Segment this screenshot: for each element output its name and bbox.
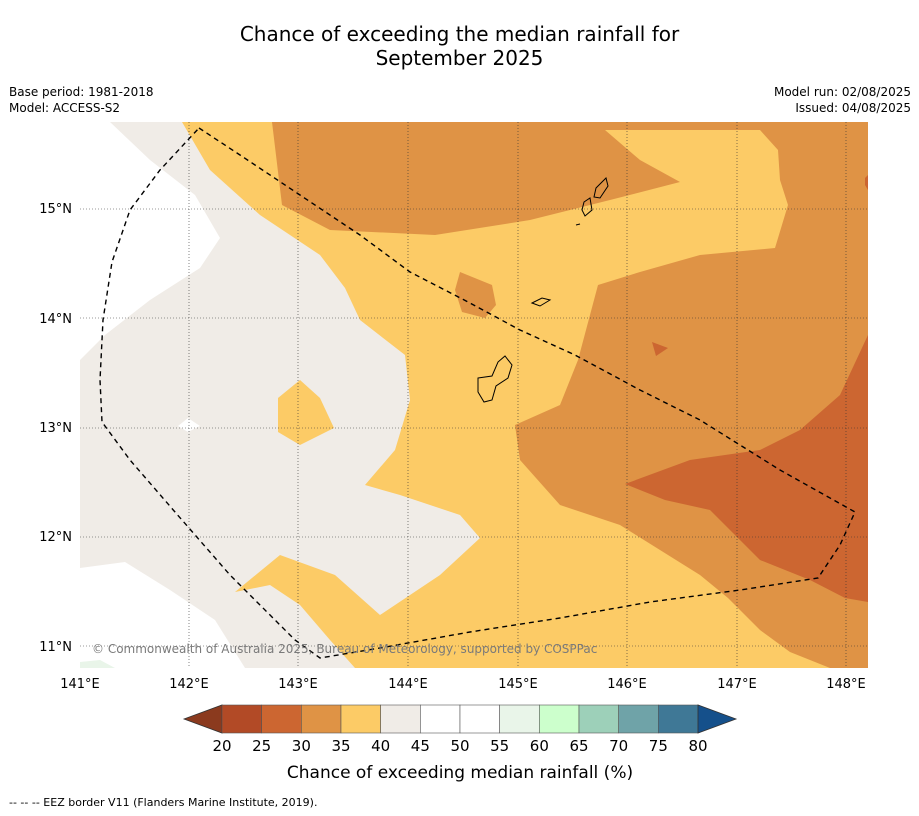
lon-label-146: 146°E (607, 677, 647, 692)
lat-label-13: 13°N (39, 421, 72, 436)
lat-axis-labels: 15°N 14°N 13°N 12°N 11°N (39, 202, 72, 655)
colorbar-tick-label: 80 (688, 737, 707, 755)
base-period: Base period: 1981-2018 (9, 85, 154, 99)
lat-label-14: 14°N (39, 312, 72, 327)
colorbar-tick-label: 70 (609, 737, 628, 755)
colorbar-tick-label: 50 (450, 737, 469, 755)
colorbar-tick-label: 40 (371, 737, 390, 755)
issued-date: Issued: 04/08/2025 (795, 101, 911, 115)
colorbar-cell (221, 704, 262, 734)
map-area: © Commonwealth of Australia 2025, Bureau… (80, 122, 868, 668)
colorbar-tick-label: 65 (569, 737, 588, 755)
colorbar-tick-label: 60 (530, 737, 549, 755)
colorbar-cell (301, 704, 342, 734)
run-info: Model run: 02/08/2025 Issued: 04/08/2025 (774, 84, 911, 116)
eez-legend-note: -- -- -- EEZ border V11 (Flanders Marine… (9, 796, 318, 809)
gridlines (80, 122, 868, 668)
colorbar-cell (459, 704, 500, 734)
colorbar-cell (499, 704, 540, 734)
colorbar-tick-label: 20 (212, 737, 231, 755)
title-line-2: September 2025 (375, 46, 544, 70)
colorbar-tick-label: 55 (490, 737, 509, 755)
lat-label-12: 12°N (39, 530, 72, 545)
chart-title: Chance of exceeding the median rainfall … (0, 22, 919, 70)
model-info: Base period: 1981-2018 Model: ACCESS-S2 (9, 84, 154, 116)
colorbar-label: Chance of exceeding median rainfall (%) (287, 763, 633, 783)
colorbar: 20 25 30 35 40 45 50 55 60 65 70 75 80 Chance of exc… (182, 704, 738, 783)
region-30-35-main (272, 122, 868, 668)
colorbar-cell (380, 704, 421, 734)
region-25-30-edge (865, 175, 868, 190)
title-line-1: Chance of exceeding the median rainfall … (239, 22, 680, 46)
colorbar-tick-label: 35 (331, 737, 350, 755)
lon-axis-labels: 141°E 142°E 143°E 144°E 145°E 146°E 147°… (60, 677, 866, 692)
colorbar-cell (420, 704, 461, 734)
colorbar-tick-label: 25 (252, 737, 271, 755)
lon-label-148: 148°E (826, 677, 866, 692)
colorbar-tick-label: 75 (649, 737, 668, 755)
copyright-notice: © Commonwealth of Australia 2025, Bureau… (92, 642, 597, 656)
region-55-60-sw (80, 660, 115, 668)
region-45-55-nw (80, 122, 220, 360)
colorbar-tick-label: 45 (411, 737, 430, 755)
region-35-40-island (278, 380, 334, 445)
colorbar-over-arrow (697, 704, 738, 734)
colorbar-cell (261, 704, 302, 734)
colorbar-under-arrow (182, 704, 223, 734)
region-25-30 (625, 335, 868, 602)
colorbar-cell (340, 704, 381, 734)
guam-island (477, 355, 513, 403)
tinian-island (581, 197, 593, 217)
lat-label-15: 15°N (39, 202, 72, 217)
colorbar-cell (578, 704, 619, 734)
rota-island (530, 297, 552, 307)
lon-label-143: 143°E (278, 677, 318, 692)
saipan-island (593, 177, 609, 199)
colorbar-cell (618, 704, 659, 734)
colorbar-cell (539, 704, 580, 734)
colorbar-tick-label: 30 (292, 737, 311, 755)
lon-label-142: 142°E (169, 677, 209, 692)
region-30-35-patch (455, 272, 496, 318)
colorbar-cell (658, 704, 699, 734)
lon-label-147: 147°E (717, 677, 757, 692)
lon-label-141: 141°E (60, 677, 100, 692)
region-25-30-spot (652, 342, 668, 356)
aguijan-island (575, 223, 581, 226)
model-name: Model: ACCESS-S2 (9, 101, 121, 115)
model-run: Model run: 02/08/2025 (773, 85, 911, 99)
lat-label-11: 11°N (39, 640, 72, 655)
region-45-55-sw (80, 562, 245, 668)
lon-label-144: 144°E (388, 677, 428, 692)
lon-label-145: 145°E (498, 677, 538, 692)
